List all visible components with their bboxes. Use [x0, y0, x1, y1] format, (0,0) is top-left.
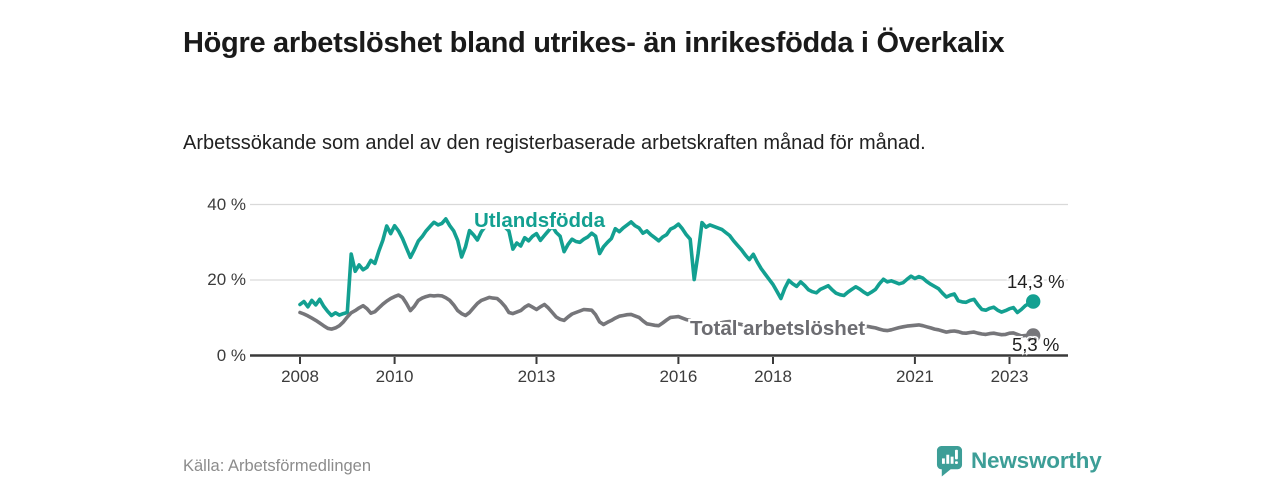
y-tick-label: 0 % — [216, 345, 246, 365]
newsworthy-wordmark: Newsworthy — [971, 448, 1102, 473]
x-tick-label: 2021 — [895, 367, 934, 386]
y-tick-label: 20 % — [207, 270, 246, 289]
x-axis-line — [250, 354, 1068, 364]
chart-subtitle: Arbetssökande som andel av den registerb… — [183, 132, 926, 154]
x-tick-label: 2018 — [754, 367, 792, 386]
x-tick-label: 2013 — [517, 367, 556, 386]
x-tick-label: 2023 — [990, 367, 1029, 386]
series-lines — [298, 217, 1035, 338]
series-label-utlandsfodda: Utlandsfödda — [474, 209, 605, 232]
x-tick-label: 2010 — [375, 367, 414, 386]
x-tick-label: 2008 — [281, 367, 319, 386]
end-point-dots — [1026, 294, 1041, 343]
newsworthy-logo: Newsworthy — [936, 445, 1102, 477]
series-label-total-arbetsloshet: Total arbetslöshet — [690, 317, 866, 340]
y-tick-label: 40 % — [207, 194, 246, 214]
gridlines — [250, 203, 1068, 281]
source-caption: Källa: Arbetsförmedlingen — [183, 457, 372, 475]
newsworthy-bubble-chart-icon — [936, 446, 963, 477]
end-value-total-arbetsloshet: 5,3 % — [1012, 334, 1060, 355]
x-tick-label: 2016 — [659, 367, 698, 386]
end-value-utlandsfodda: 14,3 % — [1007, 271, 1065, 292]
page-title: Högre arbetslöshet bland utrikes- än inr… — [183, 27, 1005, 60]
